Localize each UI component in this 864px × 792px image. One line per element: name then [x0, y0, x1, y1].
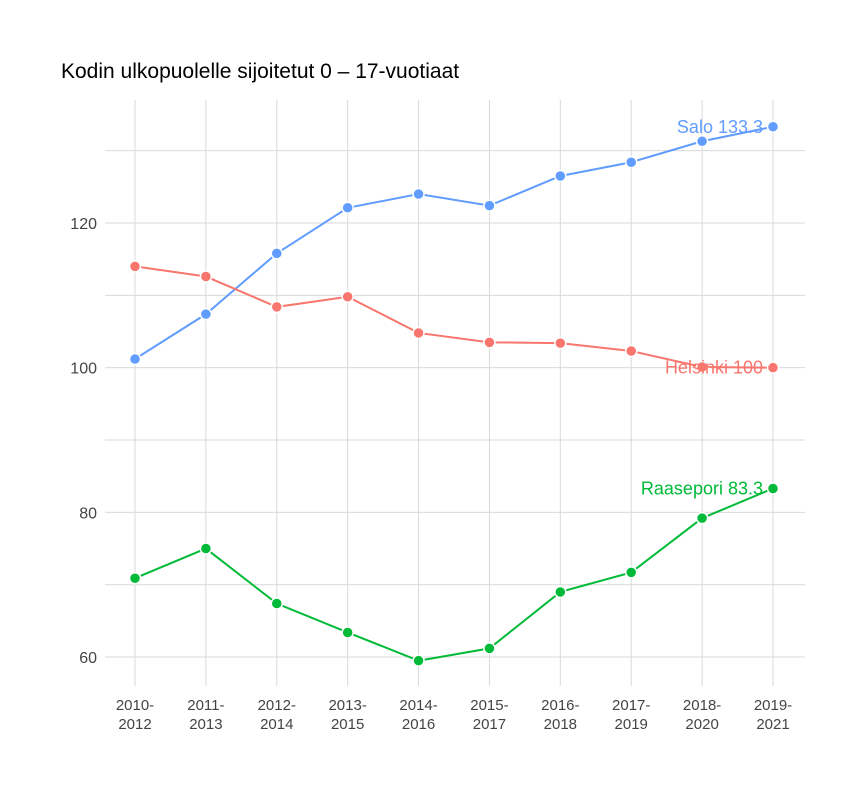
end-label-raasepori: Raasepori 83.3 [641, 478, 763, 498]
x-tick-label: 2019-2021 [754, 697, 792, 733]
data-point-helsinki [766, 361, 780, 374]
data-point-salo [554, 169, 567, 183]
data-point-salo [766, 120, 780, 134]
data-point-salo [624, 155, 638, 169]
data-point-helsinki [199, 270, 213, 283]
x-tick-label: 2011-2013 [187, 697, 224, 733]
x-tick-label: 2018-2020 [683, 697, 721, 733]
series-line-raasepori [134, 487, 774, 662]
data-point-helsinki [341, 290, 354, 304]
x-tick-label: 2015-2017 [470, 697, 508, 733]
data-point-salo [483, 199, 496, 212]
x-tick-label: 2017-2019 [612, 697, 650, 733]
series-line-salo [134, 125, 774, 360]
data-point-helsinki [270, 300, 284, 314]
y-axis-ticks: 60 80 100 120 [70, 216, 97, 667]
series-helsinki [128, 260, 780, 374]
y-tick-label: 80 [79, 505, 97, 522]
data-point-helsinki [695, 360, 709, 374]
data-point-raasepori [128, 571, 142, 585]
data-point-raasepori [483, 642, 496, 655]
data-point-salo [128, 352, 142, 366]
data-point-helsinki [624, 344, 638, 358]
data-point-raasepori [695, 511, 709, 525]
chart-title: Kodin ulkopuolelle sijoitetut 0 – 17-vuo… [61, 60, 459, 83]
x-tick-label: 2012-2014 [258, 697, 296, 733]
data-point-raasepori [624, 566, 638, 579]
x-tick-label: 2014-2016 [399, 697, 437, 733]
data-point-raasepori [341, 626, 354, 639]
data-point-helsinki [412, 326, 425, 340]
data-point-raasepori [199, 542, 213, 555]
data-point-salo [695, 134, 709, 148]
end-labels: Salo 133.3 Helsinki 100 Raasepori 83.3 [641, 117, 763, 499]
x-tick-label: 2016-2018 [541, 697, 579, 733]
data-point-salo [341, 201, 354, 215]
y-tick-label: 100 [70, 361, 97, 378]
end-label-salo: Salo 133.3 [677, 117, 763, 137]
y-tick-label: 60 [79, 650, 97, 667]
gridlines [105, 100, 805, 686]
data-point-salo [270, 247, 284, 260]
data-point-raasepori [270, 597, 284, 610]
data-point-raasepori [766, 482, 780, 495]
series-group [128, 120, 780, 667]
data-point-helsinki [554, 336, 567, 350]
end-label-helsinki: Helsinki 100 [665, 358, 763, 378]
series-salo [128, 120, 780, 366]
data-point-helsinki [128, 260, 142, 273]
series-raasepori [128, 482, 780, 667]
data-point-salo [199, 307, 213, 321]
data-point-raasepori [554, 585, 567, 599]
x-tick-label: 2013-2015 [328, 697, 366, 733]
y-tick-label: 120 [70, 216, 97, 233]
x-axis-ticks: 2010-2012 2011-2013 2012-2014 2013-2015 2014… [116, 697, 792, 733]
x-tick-label: 2010-2012 [116, 697, 154, 733]
series-line-helsinki [134, 265, 774, 369]
data-point-helsinki [483, 336, 496, 349]
data-point-raasepori [412, 654, 425, 667]
data-point-salo [412, 187, 425, 201]
